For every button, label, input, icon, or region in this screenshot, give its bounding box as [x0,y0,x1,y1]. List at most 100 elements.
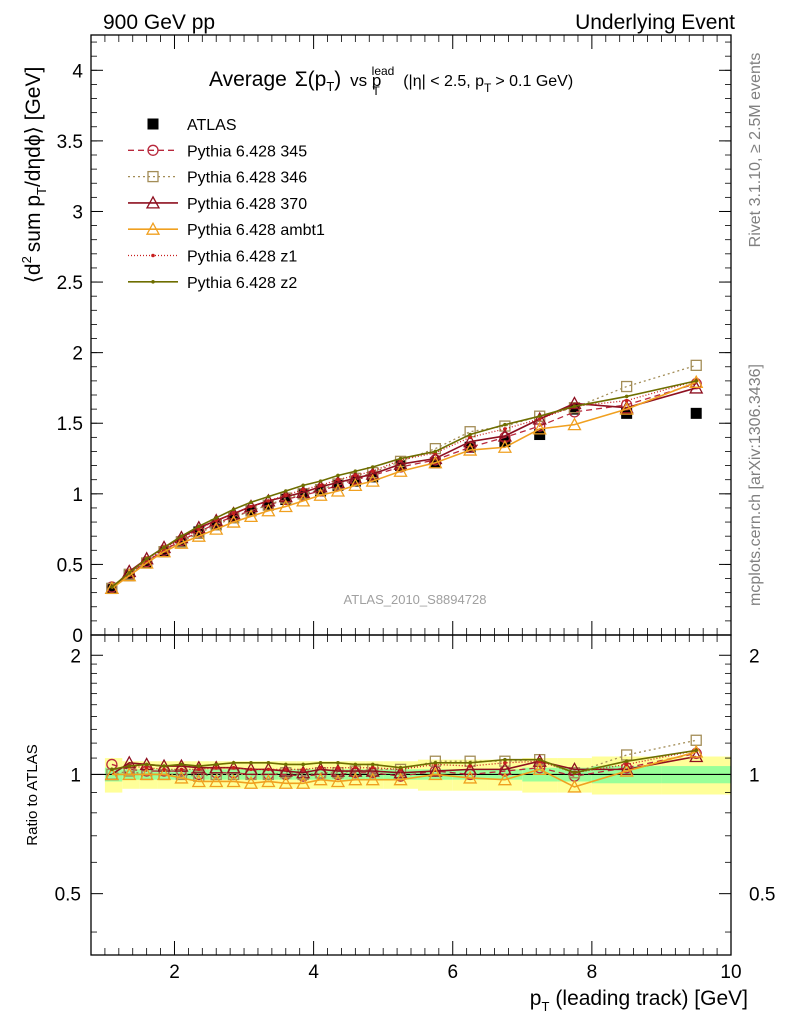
point-p370 [348,470,363,484]
point-ATLAS [349,475,361,487]
ratio-ytick-label-right: 1 [749,765,760,786]
ratio-point-p370 [365,763,380,777]
ratio-point-z2 [249,761,253,765]
point-p370 [365,466,380,480]
ratio-point-z1 [468,764,472,768]
point-ambt1 [365,473,380,487]
point-z2 [231,507,236,512]
main-series-layer [104,359,704,595]
point-ambt1 [463,442,478,456]
ratio-point-ambt1 [226,774,241,788]
ratio-point-z1 [301,767,305,772]
header-right: Underlying Event [575,11,735,34]
main-title: Average Σ(pT) vs p Tlead (|η| < 2.5, pT > … [209,57,573,98]
legend-label: Pythia 6.428 370 [187,196,307,213]
xtick-label: 10 [720,962,741,983]
point-ambt1 [174,535,189,549]
ratio-point-z2 [468,761,472,765]
ratio-point-z2 [301,762,305,767]
legend-label: Pythia 6.428 z2 [187,275,297,292]
point-ambt1 [243,509,259,523]
ratio-point-p370 [619,762,634,776]
main-ytick-label: 4 [72,61,83,82]
series-p345 [106,378,702,593]
ratio-point-z1 [179,767,184,772]
ratio-point-z1 [336,765,340,770]
ratio-point-p370 [226,760,241,774]
point-ATLAS [367,471,379,483]
point-z1 [301,487,305,492]
ratio-point-z2 [231,761,236,765]
ratio-point-p370 [191,760,206,774]
legend-entry-p346: Pythia 6.428 346 [128,170,307,187]
point-z1 [179,537,184,541]
main-ytick-label: 3.5 [57,132,83,153]
point-z2 [127,571,132,575]
legend: ATLAS Pythia 6.428 345 Pythia 6.428 346 Pyt… [128,117,325,292]
legend-marker [147,118,159,130]
ratio-point-ambt1 [567,779,582,793]
point-ambt1 [191,528,206,542]
legend-label: ATLAS [187,117,237,134]
ratio-series-ambt1 [104,744,704,793]
point-ATLAS [210,519,222,531]
point-z2 [624,394,629,399]
legend-marker [147,170,159,183]
point-z1 [537,417,542,421]
ratio-point-z1 [197,767,201,772]
ratio-point-z1 [370,765,375,770]
legend-entry-z2: Pythia 6.428 z2 [128,275,297,292]
point-z1 [214,518,219,523]
ratio-ytick-label: 1 [70,765,81,786]
ratio-point-p370 [348,763,363,777]
ratio-point-z2 [214,762,219,767]
point-z2 [179,534,184,538]
ratio-point-z2 [503,757,507,762]
legend-marker [147,144,159,156]
point-z2 [336,473,340,478]
point-ambt1 [428,455,443,469]
ratio-point-z1 [503,761,507,765]
point-p346 [690,359,702,372]
ratio-point-z2 [179,762,184,767]
point-z2 [398,456,403,461]
point-z2 [537,414,542,418]
ratio-point-z2 [433,761,438,765]
point-z2 [162,545,166,550]
point-z2 [370,465,375,469]
point-z2 [433,449,438,454]
legend-marker [151,280,155,284]
ratio-frame [90,634,732,956]
main-ytick-label: 0 [72,626,83,647]
point-p370 [463,434,478,448]
point-ATLAS [690,407,702,419]
ratio-point-z2 [318,761,323,765]
ratio-line-z2 [111,749,697,774]
legend-entry-ambt1: Pythia 6.428 ambt1 [128,221,325,239]
point-z1 [318,483,323,488]
point-z2 [214,516,219,520]
legend-entry-p345: Pythia 6.428 345 [128,143,307,160]
analysis-watermark: ATLAS_2010_S8894728 [344,592,487,607]
series-z2 [110,379,699,589]
ratio-point-z2 [162,764,166,768]
ratio-point-ambt1 [428,767,443,781]
ratio-point-p370 [393,765,408,779]
ratio-point-z2 [370,762,375,767]
ratio-point-z1 [144,765,149,770]
ratio-point-ambt1 [156,767,172,781]
ratio-point-z1 [318,765,323,770]
ratio-point-z1 [266,767,271,772]
point-ambt1 [497,439,513,453]
series-line-z1 [111,380,697,588]
ratio-point-ambt1 [330,774,346,788]
point-ambt1 [139,555,154,569]
legend-marker [151,253,155,258]
point-ambt1 [104,581,119,595]
point-z2 [283,489,288,493]
legend-label: Pythia 6.428 345 [187,143,307,160]
ratio-point-z1 [249,767,253,772]
point-z1 [249,504,253,509]
ratio-point-ambt1 [104,767,119,781]
